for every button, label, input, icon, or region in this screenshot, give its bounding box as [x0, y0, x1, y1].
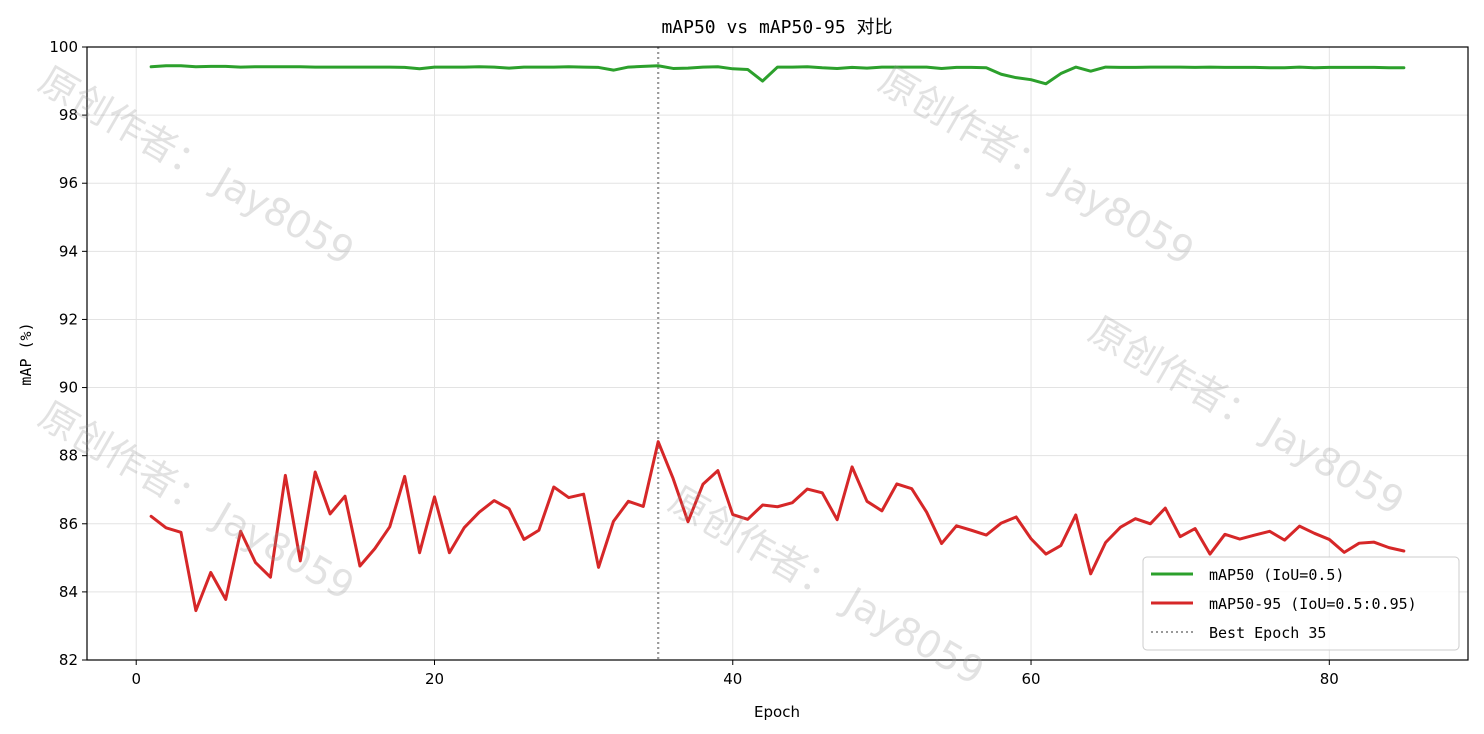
series-lines: [149, 64, 1406, 613]
y-axis-ticks: 82 84 86 88 90 92 94 96 98 100: [49, 38, 87, 669]
x-axis-ticks: 0 20 40 60 80: [131, 660, 1339, 688]
series-line-map50-95: [149, 440, 1406, 613]
chart-title: mAP50 vs mAP50-95 对比: [661, 17, 892, 38]
legend-label-map50-95: mAP50-95 (IoU=0.5:0.95): [1209, 595, 1417, 613]
plot-frame: [86, 46, 1469, 661]
legend-box: [1142, 556, 1460, 651]
legend: mAP50 (IoU=0.5) mAP50-95 (IoU=0.5:0.95) …: [1142, 556, 1460, 651]
x-tick-label: 0: [131, 670, 141, 688]
y-tick-label: 82: [59, 651, 78, 669]
x-tick-label: 80: [1320, 670, 1339, 688]
y-tick-label: 100: [49, 38, 78, 56]
y-tick-label: 98: [59, 106, 78, 124]
y-tick-label: 84: [59, 583, 78, 601]
y-tick-label: 86: [59, 515, 78, 533]
x-tick-label: 40: [723, 670, 742, 688]
x-tick-label: 20: [425, 670, 444, 688]
grid: [87, 47, 1468, 660]
x-axis-label: Epoch: [754, 703, 800, 721]
y-tick-label: 96: [59, 174, 78, 192]
legend-label-best-epoch: Best Epoch 35: [1209, 624, 1326, 642]
y-tick-label: 88: [59, 447, 78, 465]
y-tick-label: 92: [59, 310, 78, 328]
y-tick-label: 90: [59, 379, 78, 397]
x-tick-label: 60: [1021, 670, 1040, 688]
y-tick-label: 94: [59, 242, 78, 260]
series-line-map50: [149, 64, 1406, 86]
y-axis-label: mAP (%): [17, 322, 35, 385]
legend-label-map50: mAP50 (IoU=0.5): [1209, 566, 1344, 584]
